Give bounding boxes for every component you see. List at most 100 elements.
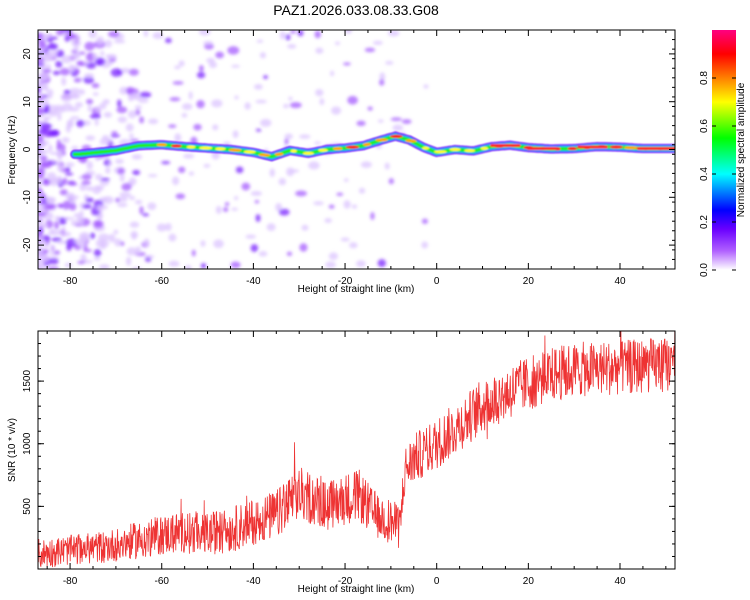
noise-blob <box>385 60 394 65</box>
noise-blob <box>253 84 263 90</box>
noise-blob <box>288 96 293 101</box>
noise-blob <box>49 151 61 155</box>
noise-blob <box>139 91 152 98</box>
noise-blob <box>284 133 293 140</box>
noise-blob <box>129 138 140 142</box>
spectrogram-xtick-label: -40 <box>246 276 261 287</box>
noise-blob <box>42 204 54 210</box>
ridge-hotspot <box>274 152 284 156</box>
noise-blob <box>117 116 128 123</box>
noise-blob <box>278 208 290 216</box>
noise-blob <box>343 178 349 183</box>
noise-blob <box>56 240 68 245</box>
noise-blob <box>232 130 239 139</box>
noise-blob <box>99 102 107 110</box>
noise-blob <box>95 173 103 181</box>
noise-blob <box>256 39 264 43</box>
noise-blob <box>39 155 48 162</box>
noise-blob <box>114 238 122 247</box>
noise-blob <box>94 220 102 227</box>
noise-blob <box>379 72 386 81</box>
noise-blob <box>43 249 50 253</box>
noise-blob <box>60 93 72 103</box>
noise-blob <box>81 173 92 180</box>
noise-blob <box>340 237 350 242</box>
noise-blob <box>86 161 94 170</box>
ridge-hotspot <box>302 151 314 155</box>
noise-blob <box>328 204 335 209</box>
noise-blob <box>143 30 149 37</box>
noise-blob <box>107 30 120 38</box>
noise-blob <box>250 190 263 196</box>
noise-blob <box>78 239 86 248</box>
noise-blob <box>135 246 141 255</box>
ridge-hotspot <box>171 144 182 148</box>
noise-blob <box>283 103 289 109</box>
noise-blob <box>308 161 320 170</box>
noise-blob <box>47 144 53 152</box>
noise-blob <box>145 255 155 259</box>
noise-blob <box>47 266 60 269</box>
ridge-hotspot <box>480 146 489 150</box>
noise-blob <box>61 55 73 64</box>
noise-blob <box>42 179 51 186</box>
noise-blob <box>315 47 324 54</box>
noise-blob <box>92 92 99 96</box>
snr-xtick-label: 40 <box>614 576 626 587</box>
noise-blob <box>61 77 67 86</box>
noise-blob <box>65 167 71 173</box>
noise-blob <box>301 224 309 231</box>
ridge-hotspot <box>375 138 388 142</box>
noise-blob <box>62 177 68 186</box>
noise-blob <box>287 44 297 49</box>
noise-blob <box>129 221 140 228</box>
noise-blob <box>388 178 394 185</box>
noise-blob <box>38 106 44 115</box>
noise-blob <box>39 161 50 168</box>
noise-blob <box>372 40 383 45</box>
noise-blob <box>120 241 125 246</box>
noise-blob <box>68 64 76 73</box>
noise-blob <box>275 203 283 212</box>
noise-blob <box>175 193 186 200</box>
noise-blob <box>100 177 111 181</box>
noise-blob <box>334 41 341 46</box>
ridge-hotspot <box>290 149 298 153</box>
noise-blob <box>72 52 79 60</box>
noise-blob <box>343 200 351 209</box>
noise-blob <box>91 54 98 59</box>
ridge-hotspot <box>156 143 167 147</box>
colorbar-ticks: 0.0 0.2 0.4 0.6 0.8 <box>699 71 736 277</box>
noise-blob <box>130 230 139 239</box>
spectrogram-xtick-label: 0 <box>434 276 440 287</box>
ridge-hotspot <box>228 148 242 152</box>
noise-blob <box>69 87 81 94</box>
noise-blob <box>152 32 164 39</box>
noise-blob <box>421 218 429 224</box>
noise-blob <box>370 212 375 221</box>
noise-blob <box>360 161 372 168</box>
noise-blob <box>258 251 268 257</box>
snr-xtick-label: 0 <box>434 576 440 587</box>
ridge-hotspot <box>434 150 447 154</box>
noise-blob <box>65 192 76 201</box>
noise-blob <box>168 260 180 267</box>
noise-blob <box>161 161 171 165</box>
noise-blob <box>119 191 131 198</box>
noise-blob <box>356 260 366 268</box>
noise-blob <box>128 133 134 139</box>
noise-blob <box>139 205 144 215</box>
noise-blob <box>131 154 143 160</box>
noise-blob <box>134 199 143 205</box>
noise-blob <box>61 31 69 36</box>
noise-blob <box>325 261 337 268</box>
noise-blob <box>93 256 101 261</box>
noise-blob <box>65 162 75 168</box>
noise-blob <box>62 200 71 210</box>
noise-blob <box>143 238 150 247</box>
noise-blob <box>172 176 180 186</box>
snr-ytick-label: 1500 <box>22 370 33 393</box>
noise-blob <box>314 30 321 39</box>
noise-blob <box>421 241 429 249</box>
